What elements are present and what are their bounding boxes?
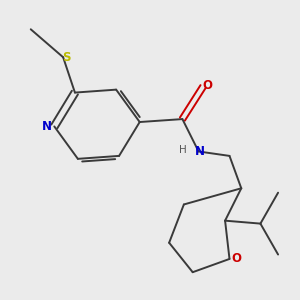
- Text: O: O: [232, 252, 242, 266]
- Text: S: S: [62, 51, 70, 64]
- Text: O: O: [202, 79, 212, 92]
- Text: N: N: [42, 120, 52, 133]
- Text: H: H: [178, 145, 186, 155]
- Text: N: N: [195, 145, 205, 158]
